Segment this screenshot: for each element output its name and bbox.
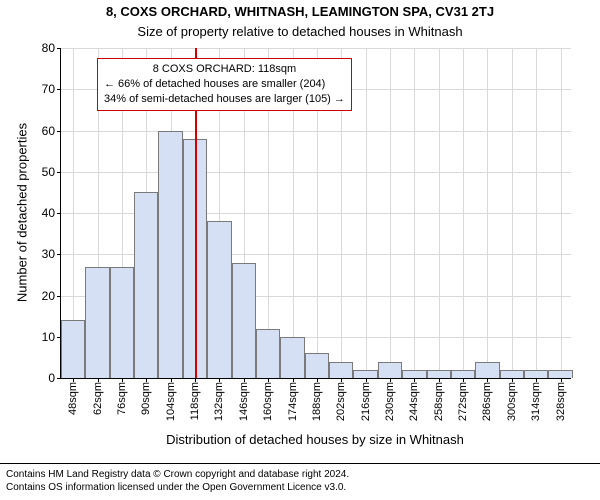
- chart-subtitle: Size of property relative to detached ho…: [0, 24, 600, 39]
- histogram-bar: [451, 370, 475, 378]
- histogram-bar: [329, 362, 353, 379]
- histogram-bar: [402, 370, 426, 378]
- ytick-mark: [57, 172, 61, 173]
- annotation-line: 8 COXS ORCHARD: 118sqm: [104, 62, 345, 77]
- ytick-mark: [57, 213, 61, 214]
- xtick-label: 258sqm: [433, 378, 445, 421]
- y-axis-label: Number of detached properties: [15, 113, 30, 313]
- histogram-bar: [232, 263, 256, 379]
- gridline-vertical: [390, 48, 391, 378]
- histogram-bar: [524, 370, 548, 378]
- histogram-bar: [548, 370, 572, 378]
- xtick-label: 202sqm: [335, 378, 347, 421]
- gridline-vertical: [512, 48, 513, 378]
- xtick-label: 300sqm: [506, 378, 518, 421]
- xtick-label: 62sqm: [92, 378, 104, 415]
- gridline-vertical: [487, 48, 488, 378]
- chart-title: 8, COXS ORCHARD, WHITNASH, LEAMINGTON SP…: [0, 4, 600, 19]
- xtick-label: 118sqm: [189, 378, 201, 420]
- gridline-vertical: [536, 48, 537, 378]
- annotation-line: ← 66% of detached houses are smaller (20…: [104, 77, 345, 92]
- histogram-bar: [378, 362, 402, 379]
- attribution-footer: Contains HM Land Registry data © Crown c…: [0, 463, 600, 500]
- histogram-bar: [500, 370, 524, 378]
- xtick-label: 328sqm: [555, 378, 567, 421]
- footer-line-2: Contains OS information licensed under t…: [6, 481, 594, 494]
- histogram-bar: [158, 131, 182, 379]
- ytick-mark: [57, 296, 61, 297]
- gridline-vertical: [439, 48, 440, 378]
- histogram-bar: [353, 370, 377, 378]
- histogram-bar: [256, 329, 280, 379]
- ytick-label: 0: [48, 371, 55, 385]
- gridline-vertical: [366, 48, 367, 378]
- plot-area: 0102030405060708048sqm62sqm76sqm90sqm104…: [60, 48, 571, 379]
- xtick-label: 286sqm: [481, 378, 493, 421]
- histogram-bar: [61, 320, 85, 378]
- xtick-label: 244sqm: [408, 378, 420, 421]
- ytick-label: 10: [42, 330, 55, 344]
- ytick-label: 30: [42, 247, 55, 261]
- xtick-label: 104sqm: [165, 378, 177, 421]
- ytick-mark: [57, 254, 61, 255]
- xtick-label: 160sqm: [262, 378, 274, 421]
- footer-line-1: Contains HM Land Registry data © Crown c…: [6, 468, 594, 481]
- ytick-mark: [57, 89, 61, 90]
- x-axis-label: Distribution of detached houses by size …: [60, 432, 570, 447]
- ytick-label: 60: [42, 124, 55, 138]
- ytick-mark: [57, 48, 61, 49]
- ytick-mark: [57, 378, 61, 379]
- ytick-mark: [57, 131, 61, 132]
- histogram-bar: [280, 337, 304, 378]
- xtick-label: 188sqm: [311, 378, 323, 421]
- gridline-vertical: [463, 48, 464, 378]
- ytick-label: 70: [42, 82, 55, 96]
- xtick-label: 90sqm: [140, 378, 152, 415]
- xtick-label: 314sqm: [530, 378, 542, 421]
- histogram-bar: [85, 267, 109, 378]
- histogram-bar: [305, 353, 329, 378]
- xtick-label: 216sqm: [360, 378, 372, 421]
- histogram-bar: [427, 370, 451, 378]
- histogram-bar: [134, 192, 158, 378]
- histogram-bar: [475, 362, 499, 379]
- ytick-label: 50: [42, 165, 55, 179]
- ytick-label: 40: [42, 206, 55, 220]
- histogram-bar: [110, 267, 134, 378]
- ytick-label: 20: [42, 289, 55, 303]
- ytick-label: 80: [42, 41, 55, 55]
- gridline-vertical: [561, 48, 562, 378]
- histogram-bar: [207, 221, 231, 378]
- xtick-label: 230sqm: [384, 378, 396, 421]
- property-annotation: 8 COXS ORCHARD: 118sqm← 66% of detached …: [97, 58, 352, 111]
- xtick-label: 272sqm: [457, 378, 469, 421]
- gridline-vertical: [414, 48, 415, 378]
- xtick-label: 132sqm: [213, 378, 225, 421]
- xtick-label: 48sqm: [67, 378, 79, 415]
- xtick-label: 146sqm: [238, 378, 250, 421]
- chart-container: 8, COXS ORCHARD, WHITNASH, LEAMINGTON SP…: [0, 0, 600, 500]
- xtick-label: 76sqm: [116, 378, 128, 415]
- annotation-line: 34% of semi-detached houses are larger (…: [104, 92, 345, 107]
- xtick-label: 174sqm: [287, 378, 299, 421]
